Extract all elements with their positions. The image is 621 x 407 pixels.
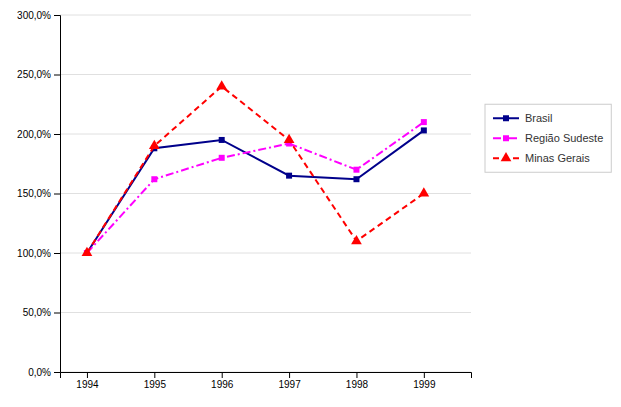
- y-tick-mark: [54, 134, 60, 135]
- x-tick: 1999: [413, 372, 436, 390]
- point: [219, 155, 225, 161]
- y-tick-mark: [54, 194, 60, 195]
- point: [353, 167, 359, 173]
- grid-line: [60, 253, 471, 254]
- y-tick: 200,0%: [17, 129, 60, 140]
- y-tick: 250,0%: [17, 69, 60, 80]
- y-tick-mark: [54, 75, 60, 76]
- x-tick-label: 1994: [76, 379, 99, 390]
- y-tick-label: 300,0%: [17, 10, 51, 21]
- point: [284, 134, 295, 143]
- y-tick-label: 50,0%: [23, 307, 51, 318]
- chart: 1994 1995 1996 1997 1998 1999 0,0% 50,0% 100,0% 1…: [0, 0, 621, 407]
- point: [149, 140, 160, 149]
- series: [84, 119, 427, 256]
- y-tick-mark: [54, 313, 60, 314]
- x-tick-label: 1996: [211, 379, 234, 390]
- x-tick-label: 1997: [278, 379, 301, 390]
- x-tick-label: 1998: [346, 379, 369, 390]
- point: [351, 235, 362, 244]
- x-tick-label: 1999: [413, 379, 436, 390]
- y-tick-label: 150,0%: [17, 188, 51, 199]
- x-tick-mark: [356, 372, 357, 378]
- legend-item: Brasil: [493, 112, 553, 124]
- point: [421, 119, 427, 125]
- legend-marker: [501, 152, 512, 161]
- y-tick-mark: [54, 253, 60, 254]
- y-tick: 100,0%: [17, 248, 60, 259]
- grid: [60, 15, 471, 372]
- point: [286, 173, 292, 179]
- point: [216, 80, 227, 89]
- y-axis: 0,0% 50,0% 100,0% 150,0% 200,0% 250,0% 300,0%: [17, 10, 60, 378]
- x-tick-mark: [289, 372, 290, 378]
- series-line: [87, 130, 424, 253]
- point: [353, 176, 359, 182]
- x-tick: 1997: [278, 372, 301, 390]
- y-tick-label: 0,0%: [28, 367, 51, 378]
- x-tick: 1996: [211, 372, 234, 390]
- y-tick: 50,0%: [23, 307, 60, 318]
- series-line: [87, 122, 424, 253]
- marks: [82, 80, 430, 256]
- legend-item: Região Sudeste: [493, 132, 603, 144]
- y-tick: 300,0%: [17, 10, 60, 21]
- grid-line: [60, 193, 471, 194]
- x-tick: 1994: [76, 372, 99, 390]
- y-tick-mark: [54, 15, 60, 16]
- legend-label: Brasil: [525, 112, 553, 124]
- grid-line: [60, 74, 471, 75]
- x-tick-mark: [424, 372, 425, 378]
- y-tick: 150,0%: [17, 188, 60, 199]
- series: [82, 80, 430, 256]
- x-axis: 1994 1995 1996 1997 1998 1999: [61, 372, 472, 390]
- y-tick-label: 100,0%: [17, 248, 51, 259]
- y-tick-label: 250,0%: [17, 69, 51, 80]
- point: [418, 187, 429, 196]
- x-tick-mark: [154, 372, 155, 378]
- legend-label: Região Sudeste: [525, 132, 603, 144]
- legend-item: Minas Gerais: [493, 152, 590, 164]
- legend-label: Minas Gerais: [525, 152, 590, 164]
- plot: 1994 1995 1996 1997 1998 1999 0,0% 50,0% 100,0% 1…: [17, 10, 471, 390]
- chart-container: 1994 1995 1996 1997 1998 1999 0,0% 50,0% 100,0% 1…: [0, 0, 621, 407]
- legend: Brasil Região Sudeste Minas Gerais: [485, 104, 611, 172]
- point: [421, 127, 427, 133]
- x-tick-mark: [222, 372, 223, 378]
- y-tick-label: 200,0%: [17, 129, 51, 140]
- legend-frame: [485, 104, 611, 172]
- legend-marker: [503, 135, 509, 141]
- x-tick: 1998: [346, 372, 369, 390]
- grid-line: [60, 15, 471, 16]
- y-tick-mark: [54, 372, 60, 373]
- x-tick: 1995: [144, 372, 167, 390]
- point: [82, 247, 93, 256]
- series: [84, 127, 427, 256]
- series-line: [87, 86, 424, 253]
- grid-line: [60, 312, 471, 313]
- grid-line: [60, 134, 471, 135]
- point: [151, 176, 157, 182]
- x-tick-label: 1995: [144, 379, 167, 390]
- axis-line: [61, 373, 472, 379]
- legend-marker: [503, 115, 509, 121]
- point: [219, 137, 225, 143]
- x-tick-mark: [87, 372, 88, 378]
- axis-line: [54, 16, 61, 373]
- y-tick: 0,0%: [28, 367, 60, 378]
